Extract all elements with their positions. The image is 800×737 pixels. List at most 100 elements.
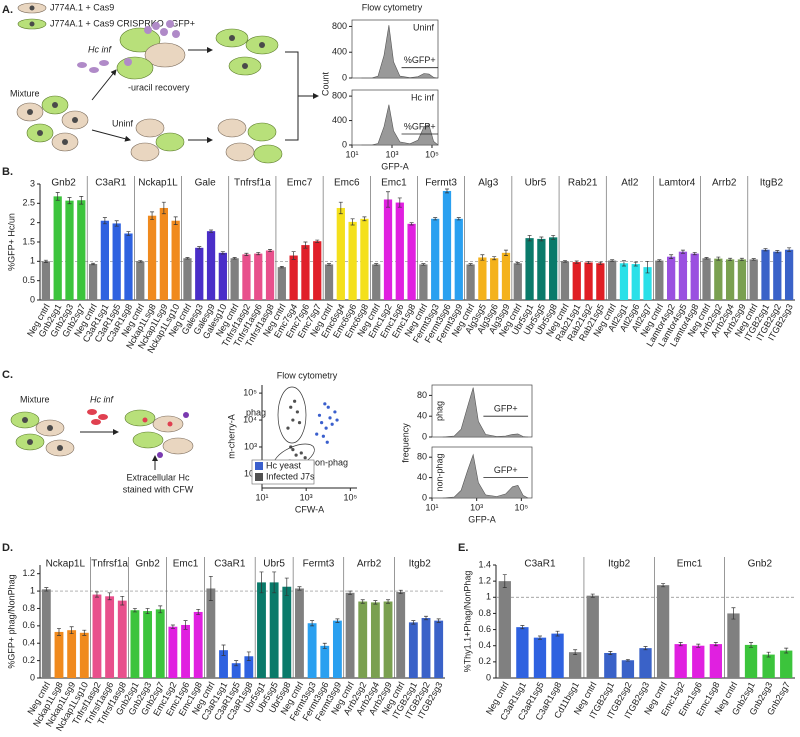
error-bar — [678, 642, 683, 647]
bar — [560, 261, 570, 300]
y-tick-label: 80 — [417, 390, 427, 400]
error-bar — [43, 259, 48, 263]
bar — [454, 218, 463, 300]
bar — [619, 263, 629, 300]
label: Hc inf — [90, 394, 115, 404]
group-label: C3aR1 — [95, 178, 127, 189]
y-tick-label: 80 — [417, 452, 427, 462]
group-label: Alg3 — [478, 178, 498, 189]
legend-label: Infected J7s — [266, 471, 315, 481]
gate-label: non-phag — [310, 457, 348, 467]
y-tick-label: 0 — [422, 431, 427, 441]
bar — [136, 261, 145, 300]
bar — [54, 631, 64, 678]
point — [297, 421, 302, 425]
bar — [277, 267, 286, 300]
y-tick-label: 0.6 — [22, 620, 35, 630]
bar — [608, 260, 617, 300]
group-label: Atl2 — [621, 178, 639, 189]
bar — [383, 199, 393, 300]
error-bar — [503, 249, 508, 256]
panel-label: E. — [458, 542, 468, 554]
x-tick-label: 10⁵ — [514, 502, 528, 512]
x-tick-label: 10¹ — [255, 492, 268, 502]
error-bar — [492, 256, 497, 261]
group-label: Fermt3 — [425, 178, 457, 189]
error-bar — [322, 642, 327, 649]
bar — [88, 264, 98, 300]
error-bar — [704, 257, 709, 260]
error-bar — [657, 259, 662, 262]
label: stained with CFW — [123, 484, 194, 494]
bar — [336, 207, 345, 300]
point — [325, 440, 329, 444]
y-tick-label: 3 — [30, 178, 35, 188]
bar — [79, 632, 89, 678]
error-bar — [728, 257, 733, 261]
error-bar — [680, 249, 685, 254]
error-bar — [409, 222, 414, 226]
bar — [690, 253, 699, 300]
y-tick-label: 10⁴ — [243, 414, 257, 424]
error-bar — [661, 583, 666, 588]
panel-label: B. — [2, 166, 13, 178]
error-bar — [138, 260, 143, 263]
group-label: Gnb2 — [135, 559, 160, 570]
bar — [332, 620, 342, 678]
gate-label: GFP+ — [494, 404, 518, 414]
error-bar — [272, 571, 277, 594]
bar — [117, 600, 127, 678]
y-axis-label: %GFP+ phag/NonPhag — [6, 574, 16, 668]
diagram-c: Mixture Hc inf Extracellular Hc stained … — [10, 370, 338, 494]
error-bar — [621, 260, 626, 267]
bar — [218, 252, 227, 300]
y-tick-label: 400 — [332, 115, 347, 125]
error-bar — [625, 659, 630, 662]
group-label: Lamtor4 — [659, 178, 696, 189]
error-bar — [268, 248, 273, 253]
x-tick-label: 10³ — [470, 502, 483, 512]
y-tick-label: 0.2 — [22, 655, 35, 665]
error-bar — [386, 599, 391, 604]
panel-sublabel: non-phag — [434, 453, 444, 491]
bar — [301, 245, 310, 300]
bar — [219, 650, 228, 678]
bar — [193, 611, 203, 678]
error-bar — [374, 263, 379, 266]
group-label: Emc1 — [677, 559, 703, 570]
y-tick-label: 1.2 — [478, 576, 491, 586]
group-label: Emc6 — [334, 178, 360, 189]
error-bar — [574, 260, 579, 264]
bar — [77, 200, 86, 300]
error-bar — [114, 220, 119, 227]
bar — [195, 247, 204, 300]
bar — [295, 588, 304, 678]
error-bar — [158, 605, 163, 614]
panel-label: C. — [2, 369, 13, 381]
error-bar — [126, 231, 131, 236]
y-tick-label: 40 — [417, 411, 427, 421]
y-tick-label: 0 — [342, 139, 347, 149]
x-tick-label: 10⁵ — [425, 149, 439, 159]
point — [328, 416, 332, 420]
y-tick-label: 0.8 — [478, 608, 491, 618]
group-label: Fermt3 — [303, 559, 335, 570]
error-bar — [209, 229, 214, 233]
gate-label: %GFP+ — [404, 121, 436, 131]
bar — [408, 622, 418, 678]
bar — [692, 645, 705, 678]
bar — [395, 202, 404, 300]
bar — [784, 249, 794, 300]
bar — [604, 652, 617, 678]
y-tick-label: 0.6 — [478, 624, 491, 634]
y-tick-label: 10³ — [244, 441, 257, 451]
error-bar — [598, 261, 603, 265]
bar — [596, 263, 605, 300]
bar — [41, 589, 51, 678]
bar — [709, 644, 723, 678]
error-bar — [562, 260, 567, 263]
bar — [516, 627, 529, 678]
bar — [282, 586, 292, 678]
error-bar — [259, 571, 264, 594]
